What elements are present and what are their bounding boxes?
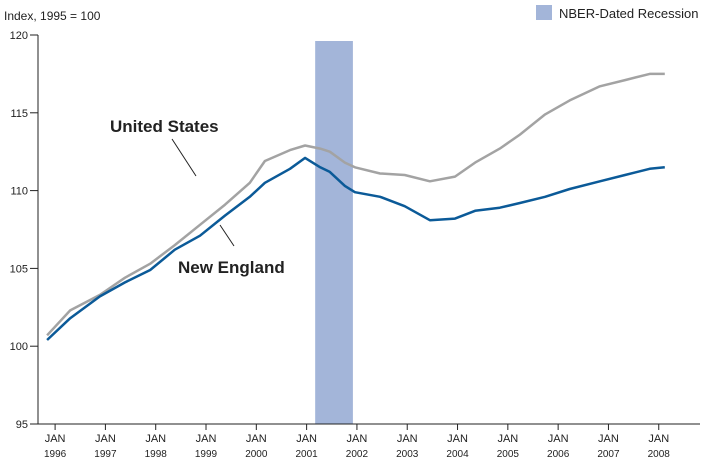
legend-swatch xyxy=(536,5,552,20)
y-tick-label: 100 xyxy=(10,341,28,353)
x-tick-label: JAN 2000 xyxy=(245,433,268,460)
x-tick-label: JAN 1997 xyxy=(94,433,117,460)
x-tick-label: JAN 2006 xyxy=(547,433,570,460)
y-axis-label: Index, 1995 = 100 xyxy=(4,9,101,23)
series-line xyxy=(46,72,665,337)
series-line xyxy=(46,156,665,341)
series-annotation: New England xyxy=(178,258,285,277)
x-tick-label: JAN 1999 xyxy=(195,433,218,460)
series-annotation: United States xyxy=(110,117,219,136)
leader-line xyxy=(219,224,235,247)
x-tick-label: JAN 2001 xyxy=(295,433,318,460)
x-tick-label: JAN 1998 xyxy=(145,433,168,460)
x-tick-label: JAN 2007 xyxy=(597,433,620,460)
x-tick-label: JAN 2003 xyxy=(396,433,419,460)
y-tick-label: 95 xyxy=(16,419,28,431)
y-tick-label: 110 xyxy=(10,186,28,198)
recession-band xyxy=(315,41,353,424)
x-tick-label: JAN 2005 xyxy=(497,433,520,460)
x-tick-label: JAN 2004 xyxy=(446,433,469,460)
x-tick-label: JAN 2008 xyxy=(648,433,671,460)
x-tick-label: JAN 2002 xyxy=(346,433,369,460)
y-tick-label: 105 xyxy=(10,263,28,275)
y-tick-label: 115 xyxy=(10,108,28,120)
y-tick-label: 120 xyxy=(10,30,28,42)
x-tick-label: JAN 1996 xyxy=(44,433,67,460)
leader-line xyxy=(171,138,197,177)
legend-label: NBER-Dated Recession xyxy=(559,6,698,21)
